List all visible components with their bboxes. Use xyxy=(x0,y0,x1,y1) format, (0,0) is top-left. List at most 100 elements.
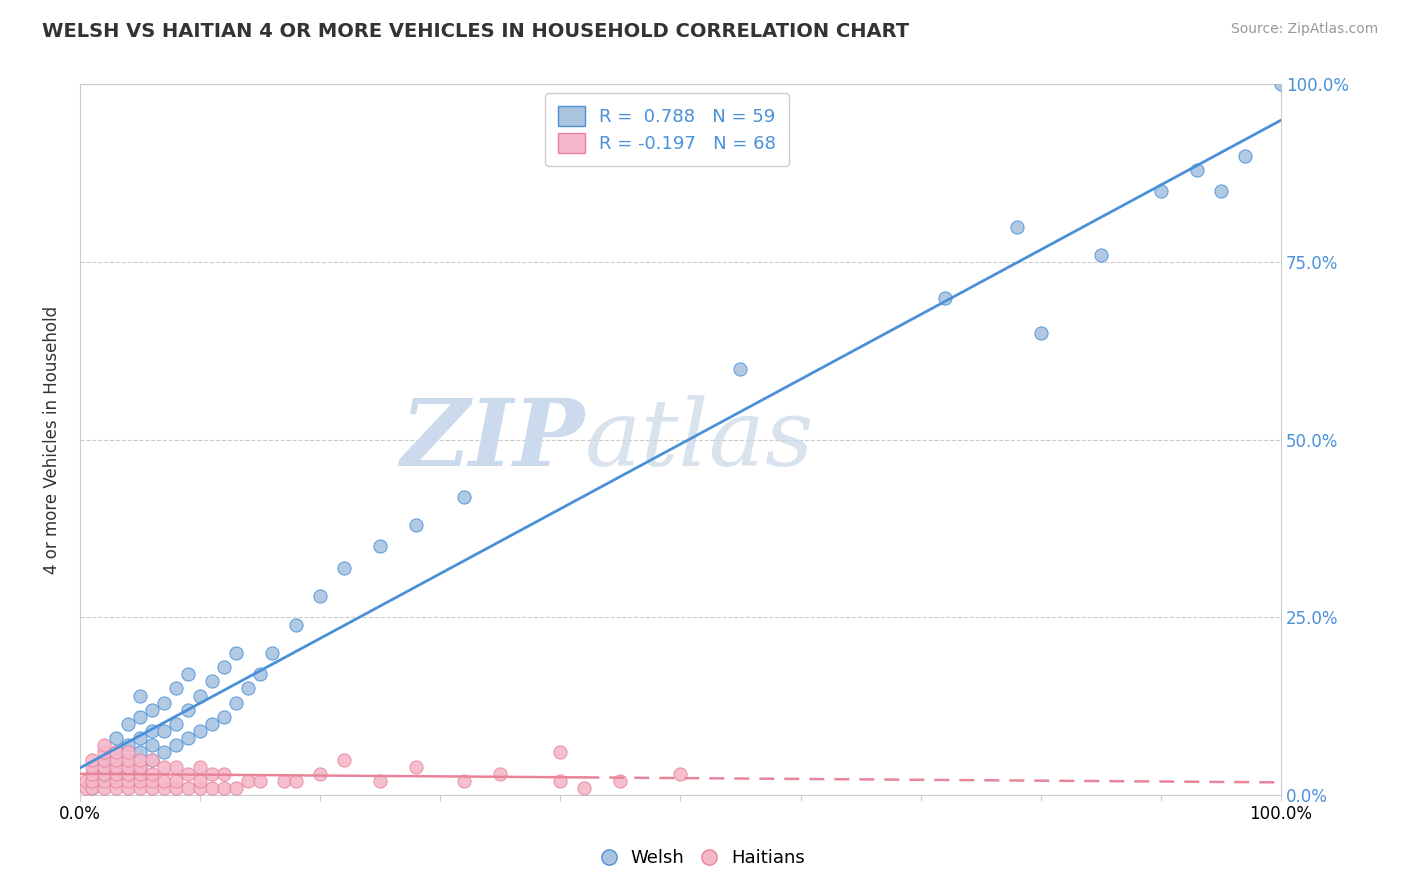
Point xyxy=(188,759,211,773)
Point xyxy=(104,731,127,746)
Point xyxy=(165,739,187,753)
Point xyxy=(129,752,152,766)
Point xyxy=(80,752,103,766)
Point xyxy=(93,773,115,788)
Point xyxy=(141,739,163,753)
Point xyxy=(225,780,247,795)
Point xyxy=(285,773,308,788)
Point xyxy=(104,759,127,773)
Point xyxy=(80,773,103,788)
Point xyxy=(934,291,956,305)
Point xyxy=(117,752,139,766)
Point xyxy=(117,752,139,766)
Point xyxy=(309,766,332,780)
Point xyxy=(177,766,200,780)
Point xyxy=(188,773,211,788)
Point xyxy=(260,646,283,660)
Point xyxy=(153,759,176,773)
Text: WELSH VS HAITIAN 4 OR MORE VEHICLES IN HOUSEHOLD CORRELATION CHART: WELSH VS HAITIAN 4 OR MORE VEHICLES IN H… xyxy=(42,22,910,41)
Point xyxy=(129,746,152,760)
Point xyxy=(117,766,139,780)
Point xyxy=(273,773,295,788)
Point xyxy=(153,696,176,710)
Point xyxy=(75,773,97,788)
Point xyxy=(117,739,139,753)
Point xyxy=(80,780,103,795)
Point xyxy=(93,752,115,766)
Point xyxy=(153,746,176,760)
Point xyxy=(165,773,187,788)
Point xyxy=(201,766,224,780)
Point xyxy=(1209,184,1232,198)
Legend: R =  0.788   N = 59, R = -0.197   N = 68: R = 0.788 N = 59, R = -0.197 N = 68 xyxy=(546,94,789,166)
Point xyxy=(165,681,187,696)
Point xyxy=(1270,78,1292,92)
Legend: Welsh, Haitians: Welsh, Haitians xyxy=(595,842,811,874)
Point xyxy=(117,766,139,780)
Text: atlas: atlas xyxy=(585,395,814,484)
Point xyxy=(177,703,200,717)
Point xyxy=(80,773,103,788)
Point xyxy=(141,752,163,766)
Point xyxy=(201,780,224,795)
Point xyxy=(141,703,163,717)
Point xyxy=(129,731,152,746)
Point xyxy=(1090,248,1112,262)
Point xyxy=(165,759,187,773)
Point xyxy=(104,759,127,773)
Point xyxy=(453,773,475,788)
Point xyxy=(104,773,127,788)
Point xyxy=(129,766,152,780)
Point xyxy=(80,766,103,780)
Point xyxy=(212,660,235,674)
Point xyxy=(212,710,235,724)
Point xyxy=(405,518,427,533)
Point xyxy=(1185,162,1208,177)
Point xyxy=(453,490,475,504)
Point xyxy=(225,696,247,710)
Point xyxy=(1029,326,1052,340)
Point xyxy=(104,766,127,780)
Point xyxy=(129,759,152,773)
Point xyxy=(368,539,391,553)
Point xyxy=(333,560,356,574)
Point xyxy=(609,773,631,788)
Point xyxy=(1233,148,1256,162)
Point xyxy=(249,667,271,681)
Point xyxy=(177,667,200,681)
Point xyxy=(212,780,235,795)
Point xyxy=(104,746,127,760)
Point xyxy=(489,766,512,780)
Point xyxy=(104,752,127,766)
Point xyxy=(309,589,332,603)
Point xyxy=(236,681,259,696)
Point xyxy=(117,773,139,788)
Point xyxy=(117,759,139,773)
Point xyxy=(212,766,235,780)
Point xyxy=(80,759,103,773)
Point xyxy=(129,780,152,795)
Point xyxy=(129,689,152,703)
Point xyxy=(129,773,152,788)
Point xyxy=(117,717,139,731)
Point xyxy=(177,731,200,746)
Point xyxy=(129,710,152,724)
Point xyxy=(201,717,224,731)
Point xyxy=(93,752,115,766)
Point xyxy=(117,780,139,795)
Point xyxy=(368,773,391,788)
Text: Source: ZipAtlas.com: Source: ZipAtlas.com xyxy=(1230,22,1378,37)
Point xyxy=(104,766,127,780)
Point xyxy=(104,746,127,760)
Point xyxy=(129,759,152,773)
Point xyxy=(141,773,163,788)
Point xyxy=(730,361,752,376)
Point xyxy=(153,773,176,788)
Point xyxy=(93,780,115,795)
Point xyxy=(141,724,163,739)
Point xyxy=(285,617,308,632)
Point xyxy=(93,739,115,753)
Point xyxy=(1005,219,1028,234)
Point xyxy=(141,752,163,766)
Point xyxy=(141,780,163,795)
